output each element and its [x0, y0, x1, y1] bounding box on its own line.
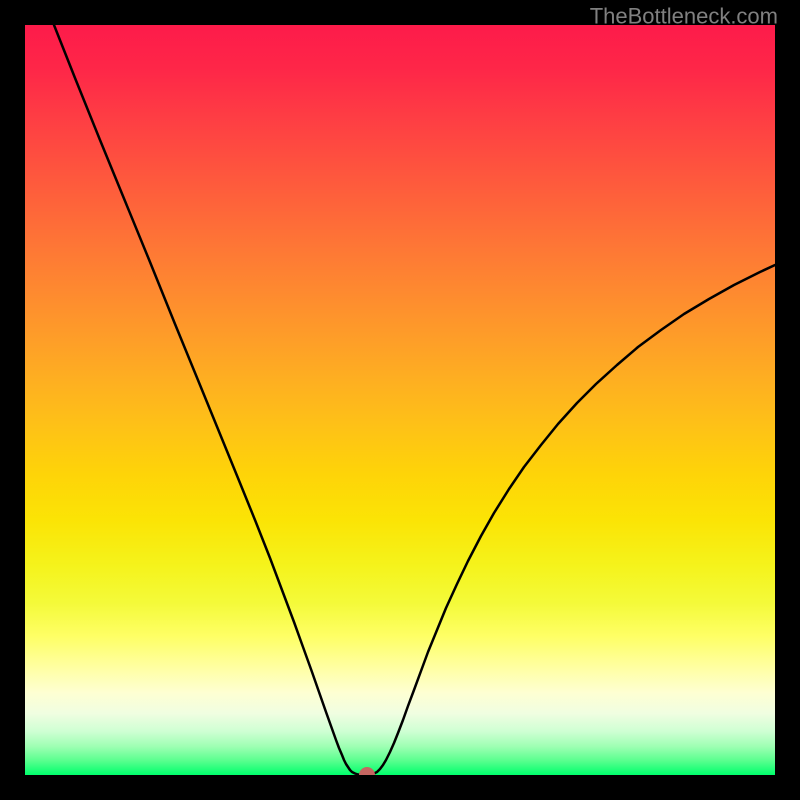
border-bottom: [0, 775, 800, 800]
border-right: [775, 0, 800, 800]
watermark-text: TheBottleneck.com: [590, 4, 778, 29]
chart-container: TheBottleneck.com: [0, 0, 800, 800]
border-left: [0, 0, 25, 800]
bottleneck-chart: TheBottleneck.com: [0, 0, 800, 800]
plot-background: [25, 25, 775, 775]
